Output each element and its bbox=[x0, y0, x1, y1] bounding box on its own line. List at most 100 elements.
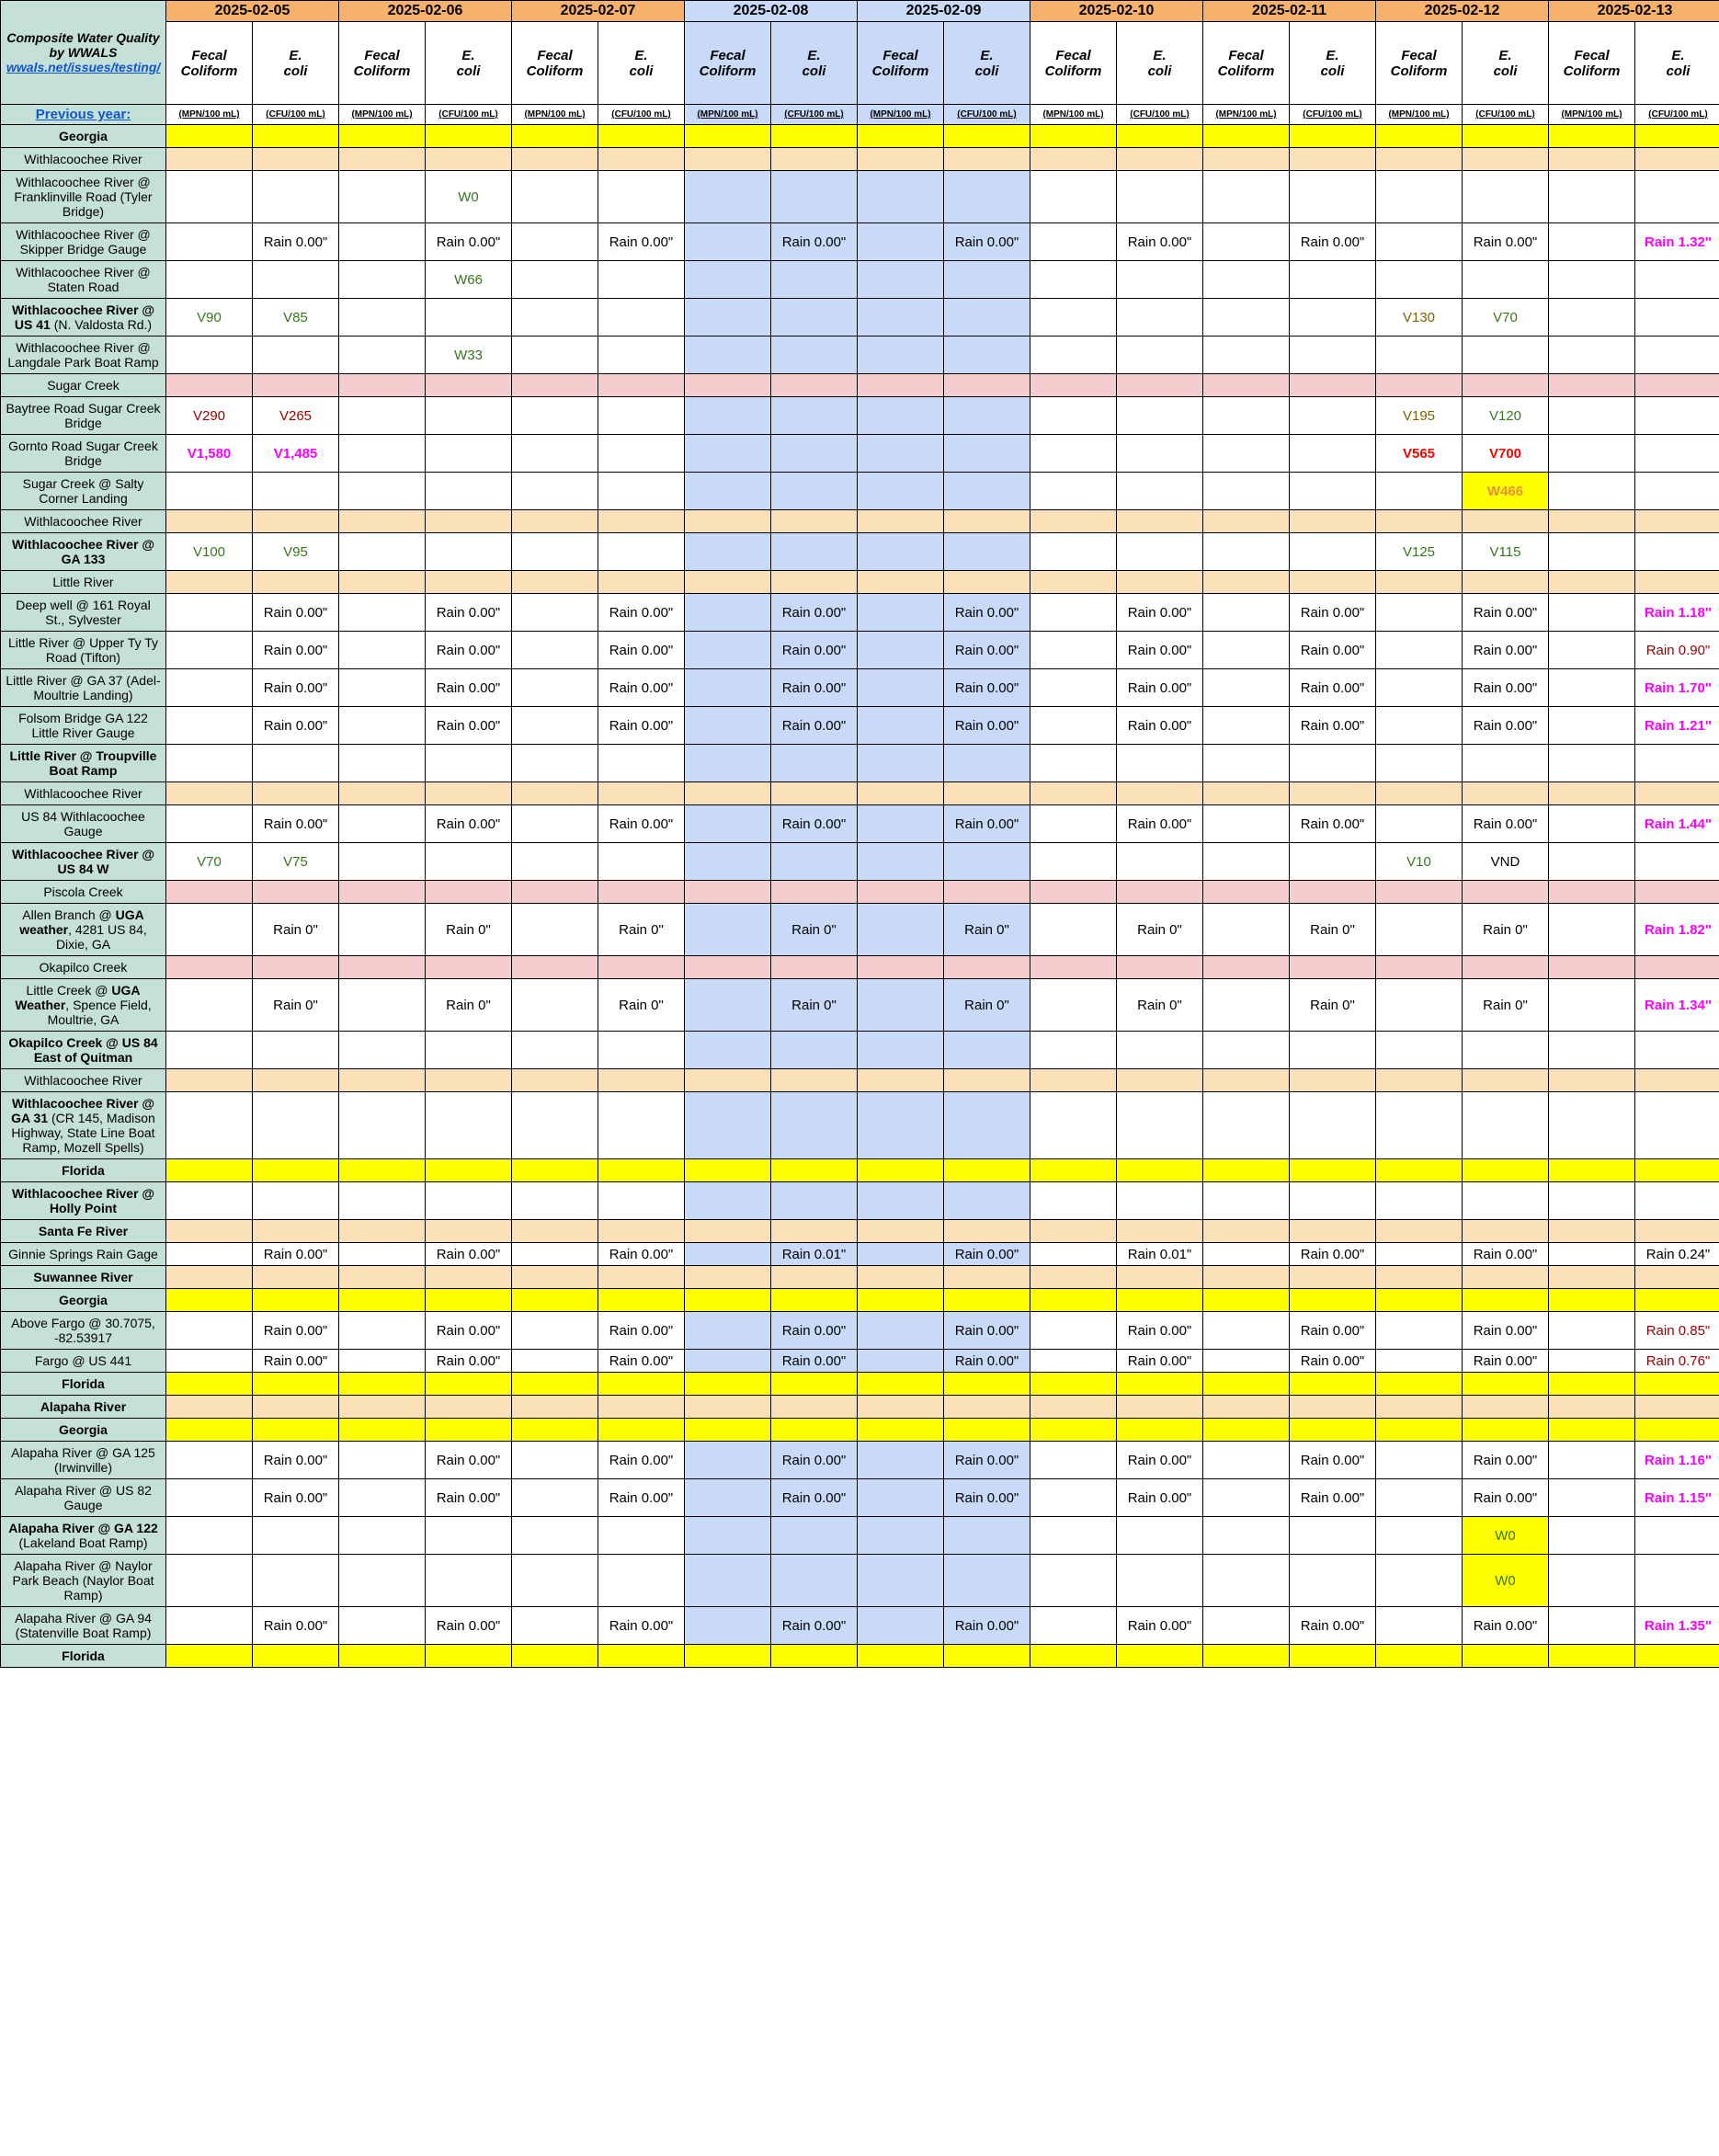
data-cell: Rain 0" bbox=[1117, 904, 1203, 956]
data-cell bbox=[1463, 1645, 1549, 1668]
data-cell bbox=[253, 881, 339, 904]
data-cell bbox=[685, 669, 771, 707]
data-cell bbox=[1203, 805, 1290, 843]
col-sub-fecal: FecalColiform bbox=[339, 22, 426, 105]
data-cell bbox=[1203, 1220, 1290, 1243]
row-label: Florida bbox=[1, 1373, 166, 1396]
data-cell: Rain 0.00" bbox=[1290, 1479, 1376, 1517]
data-cell bbox=[339, 1396, 426, 1419]
data-cell bbox=[944, 782, 1030, 805]
data-cell bbox=[1463, 337, 1549, 374]
data-cell bbox=[685, 1645, 771, 1668]
data-cell bbox=[426, 1289, 512, 1312]
data-cell bbox=[1117, 881, 1203, 904]
data-cell bbox=[685, 1555, 771, 1607]
row-label: Sugar Creek bbox=[1, 374, 166, 397]
source-link[interactable]: wwals.net/issues/testing/ bbox=[6, 60, 160, 74]
data-cell bbox=[166, 125, 253, 148]
data-cell bbox=[166, 1069, 253, 1092]
data-cell: V1,485 bbox=[253, 435, 339, 473]
data-cell bbox=[1635, 1182, 1719, 1220]
data-cell bbox=[1376, 904, 1463, 956]
previous-year-link[interactable]: Previous year: bbox=[1, 105, 166, 125]
data-cell bbox=[1376, 1350, 1463, 1373]
data-cell bbox=[1635, 1555, 1719, 1607]
data-cell: Rain 0.00" bbox=[1463, 594, 1549, 632]
data-cell: Rain 0.00" bbox=[598, 1312, 685, 1350]
date-header: 2025-02-06 bbox=[339, 1, 512, 22]
data-cell bbox=[1203, 1373, 1290, 1396]
data-cell bbox=[512, 805, 598, 843]
data-cell bbox=[1117, 1517, 1203, 1555]
data-cell bbox=[1290, 125, 1376, 148]
data-cell bbox=[1203, 707, 1290, 745]
data-cell bbox=[1203, 148, 1290, 171]
data-cell: Rain 0" bbox=[426, 979, 512, 1032]
data-cell bbox=[253, 956, 339, 979]
data-cell: Rain 0.00" bbox=[598, 1243, 685, 1266]
data-cell bbox=[1549, 904, 1635, 956]
data-row: Withlacoochee River @ Langdale Park Boat… bbox=[1, 337, 1719, 374]
data-cell bbox=[1203, 1159, 1290, 1182]
data-cell bbox=[1549, 223, 1635, 261]
data-cell bbox=[1635, 374, 1719, 397]
data-cell bbox=[598, 337, 685, 374]
data-cell bbox=[426, 881, 512, 904]
data-cell bbox=[512, 1243, 598, 1266]
data-cell: Rain 0.00" bbox=[944, 594, 1030, 632]
data-cell bbox=[1290, 1032, 1376, 1069]
data-cell bbox=[426, 1182, 512, 1220]
data-cell bbox=[1030, 1350, 1117, 1373]
data-cell: Rain 0.00" bbox=[771, 707, 858, 745]
row-label: Withlacoochee River @ GA 31 (CR 145, Mad… bbox=[1, 1092, 166, 1159]
data-cell bbox=[944, 1555, 1030, 1607]
data-cell: Rain 0.00" bbox=[426, 707, 512, 745]
data-cell bbox=[1290, 337, 1376, 374]
row-label: Allen Branch @ UGA weather, 4281 US 84, … bbox=[1, 904, 166, 956]
data-cell bbox=[1635, 571, 1719, 594]
data-cell bbox=[1376, 745, 1463, 782]
data-cell bbox=[1463, 956, 1549, 979]
data-cell bbox=[1376, 510, 1463, 533]
data-cell bbox=[598, 1159, 685, 1182]
data-cell: Rain 0.00" bbox=[1463, 1479, 1549, 1517]
row-label: Alapaha River @ US 82 Gauge bbox=[1, 1479, 166, 1517]
data-cell: Rain 0.00" bbox=[1117, 1479, 1203, 1517]
data-cell bbox=[598, 881, 685, 904]
data-cell bbox=[1376, 805, 1463, 843]
data-row: Alapaha River bbox=[1, 1396, 1719, 1419]
data-cell bbox=[426, 1220, 512, 1243]
data-cell: Rain 0.00" bbox=[1117, 805, 1203, 843]
data-cell bbox=[426, 1517, 512, 1555]
data-row: Alapaha River @ US 82 Gauge Rain 0.00" Rai… bbox=[1, 1479, 1719, 1517]
data-row: Withlacoochee River bbox=[1, 782, 1719, 805]
data-cell bbox=[858, 1220, 944, 1243]
data-cell bbox=[1635, 1266, 1719, 1289]
data-cell bbox=[426, 1396, 512, 1419]
data-cell bbox=[426, 1092, 512, 1159]
data-cell bbox=[1290, 435, 1376, 473]
data-cell bbox=[685, 1312, 771, 1350]
data-cell bbox=[512, 148, 598, 171]
data-cell bbox=[685, 1159, 771, 1182]
data-cell: Rain 0.00" bbox=[771, 669, 858, 707]
data-cell bbox=[426, 843, 512, 881]
data-cell bbox=[685, 745, 771, 782]
data-cell bbox=[1290, 1517, 1376, 1555]
data-cell bbox=[944, 148, 1030, 171]
data-cell bbox=[598, 843, 685, 881]
data-cell: Rain 0.00" bbox=[1290, 594, 1376, 632]
data-cell: Rain 0.00" bbox=[1117, 1442, 1203, 1479]
data-cell bbox=[1203, 1243, 1290, 1266]
data-cell bbox=[1030, 1419, 1117, 1442]
data-cell bbox=[858, 956, 944, 979]
data-cell bbox=[1117, 125, 1203, 148]
data-cell bbox=[339, 669, 426, 707]
data-cell bbox=[685, 904, 771, 956]
data-cell bbox=[1117, 1555, 1203, 1607]
data-cell bbox=[426, 1373, 512, 1396]
data-cell bbox=[253, 571, 339, 594]
data-cell bbox=[858, 473, 944, 510]
data-cell: V125 bbox=[1376, 533, 1463, 571]
data-cell bbox=[1030, 125, 1117, 148]
